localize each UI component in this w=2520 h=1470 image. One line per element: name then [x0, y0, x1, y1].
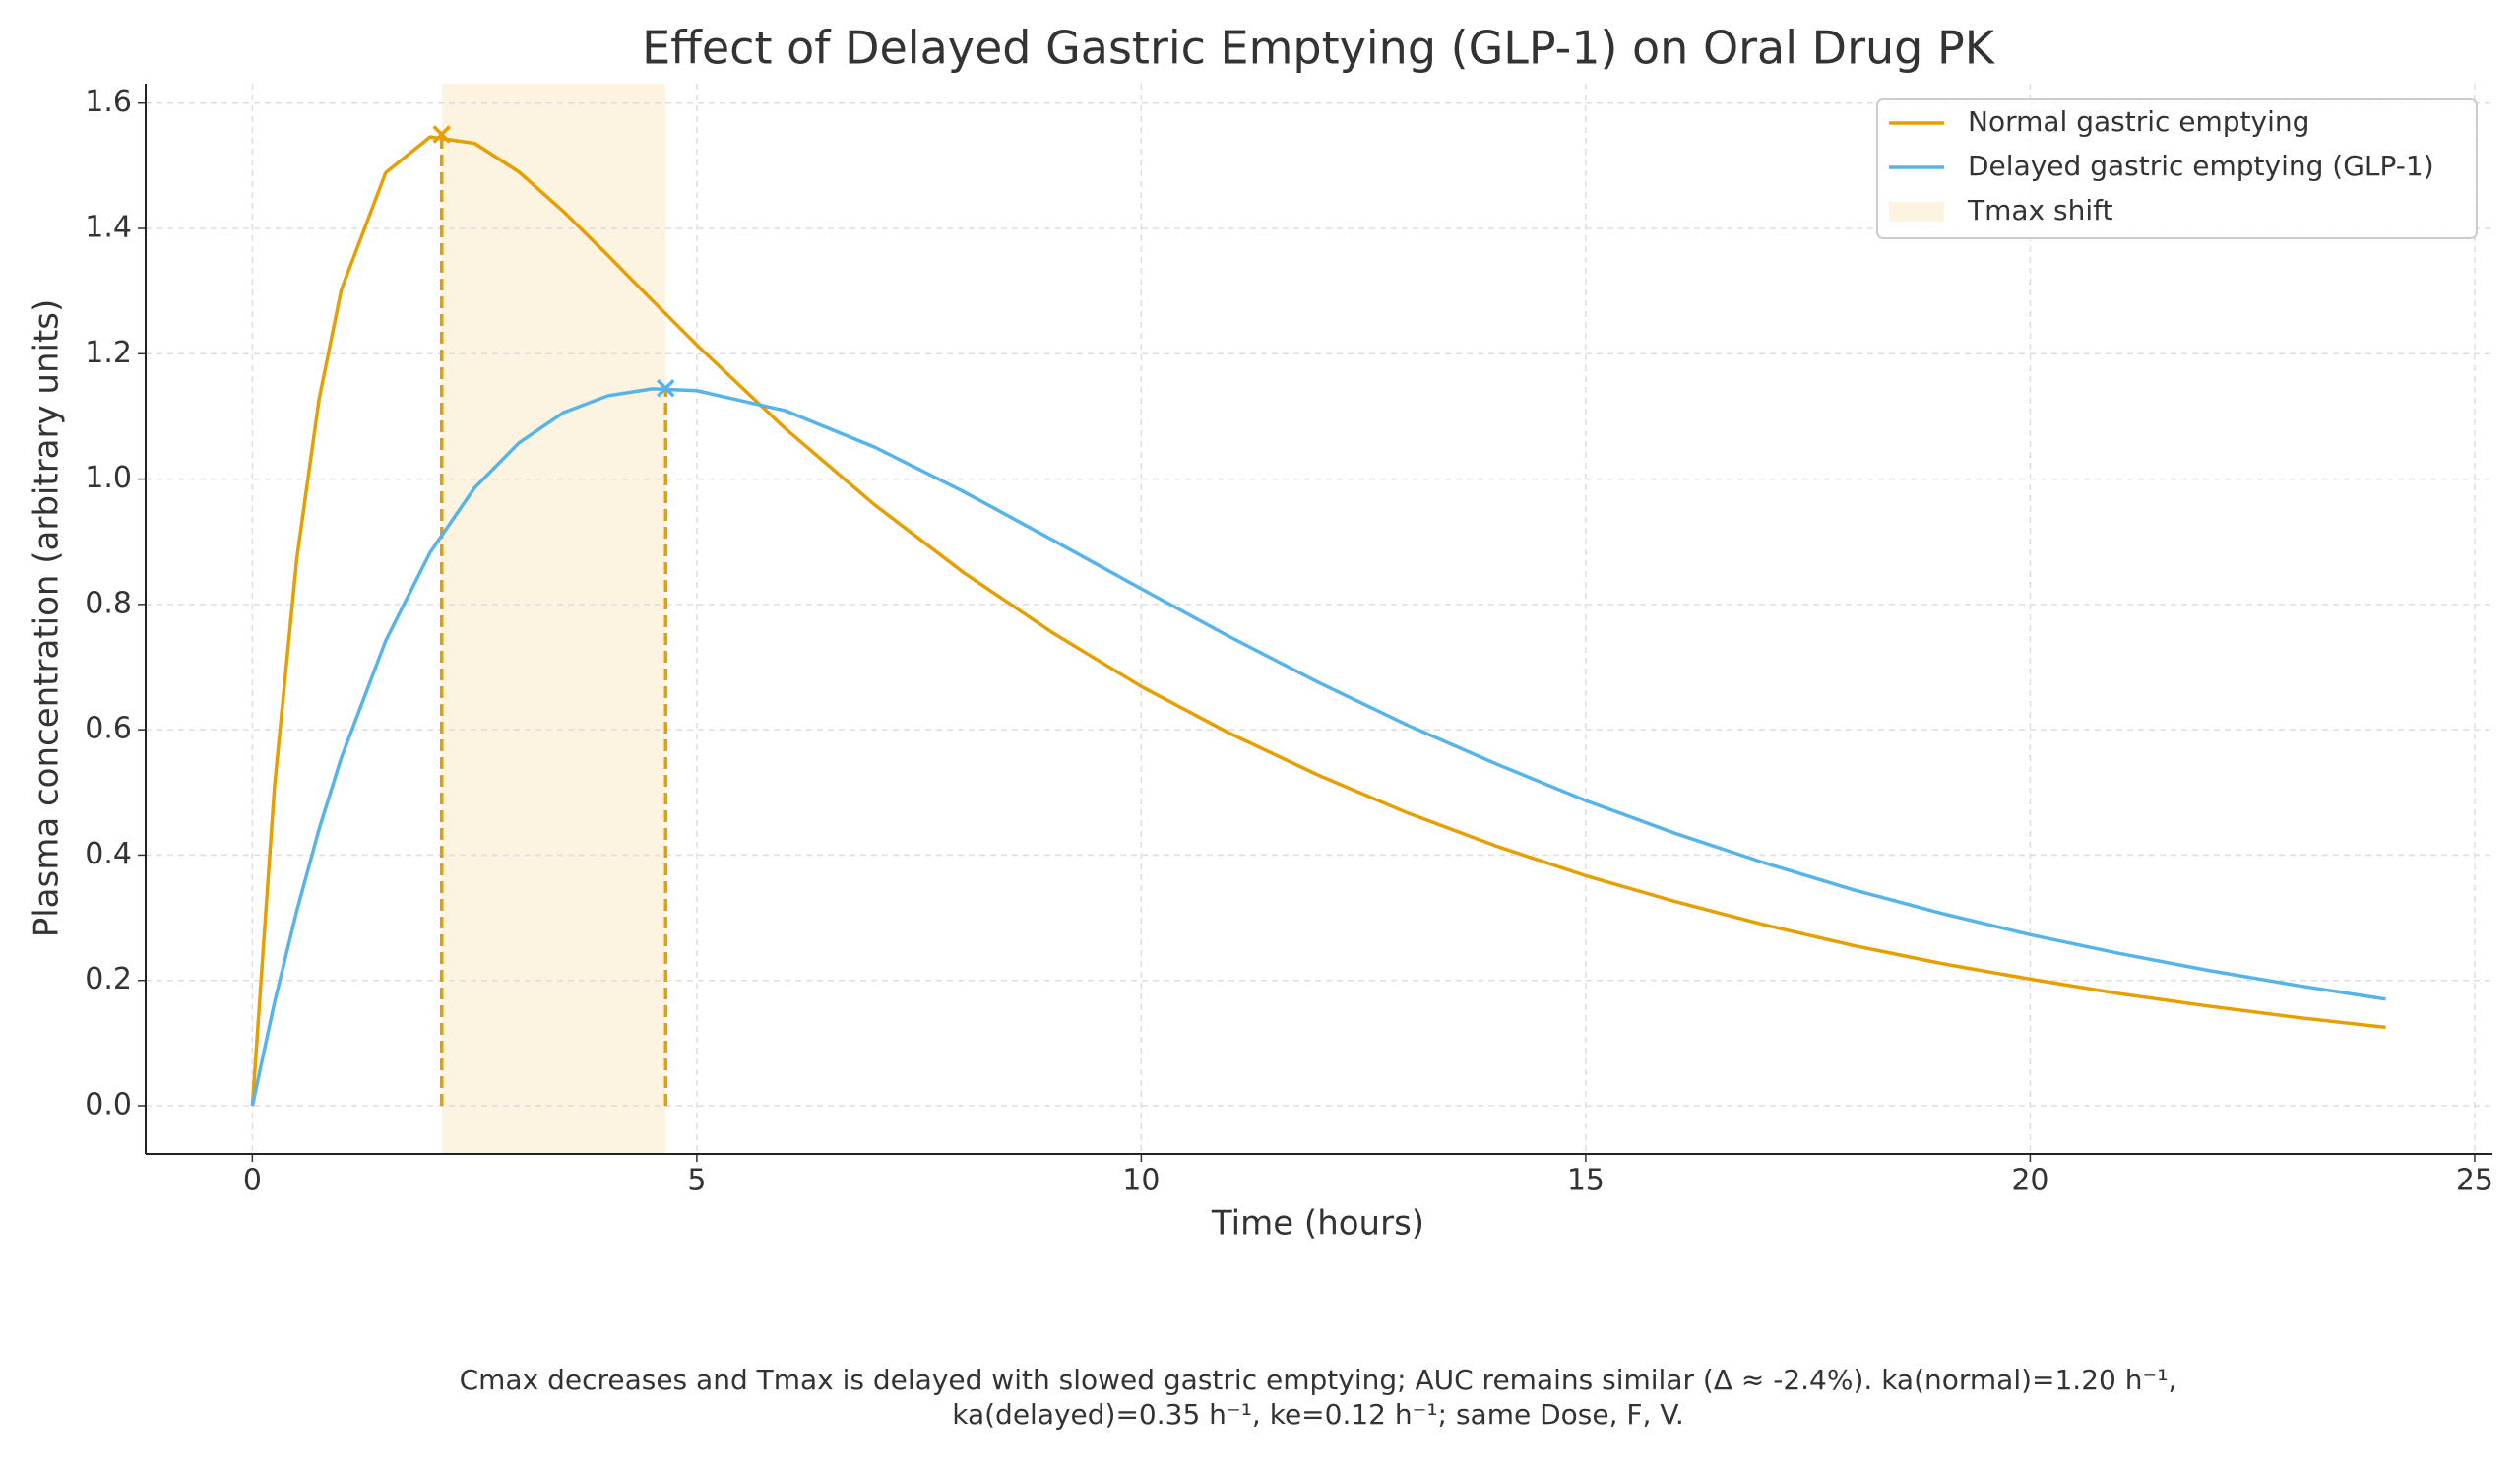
y-tick-label: 0.8 — [85, 586, 132, 620]
y-tick-label: 0.2 — [85, 962, 132, 996]
x-tick-label: 25 — [2456, 1164, 2493, 1198]
peak-marker — [657, 379, 675, 398]
x-tick-label: 15 — [1567, 1164, 1605, 1198]
legend-label: Tmax shift — [1967, 194, 2112, 226]
caption-line: ka(delayed)=0.35 h⁻¹, ke=0.12 h⁻¹; same … — [952, 1398, 1684, 1431]
y-tick-label: 0.6 — [85, 712, 132, 746]
legend-label: Normal gastric emptying — [1968, 105, 2309, 138]
x-tick-label: 20 — [2011, 1164, 2048, 1198]
y-tick-label: 0.0 — [85, 1087, 132, 1121]
legend-swatch — [1889, 202, 1944, 222]
caption-line: Cmax decreases and Tmax is delayed with … — [460, 1364, 2177, 1396]
peak-marker — [432, 125, 451, 144]
series-line — [250, 135, 2386, 1107]
y-tick-label: 1.4 — [85, 211, 132, 245]
legend-box — [1876, 98, 2478, 239]
tmax-shift-span — [441, 84, 666, 1154]
y-tick-label: 1.0 — [85, 461, 132, 495]
x-axis-label: Time (hours) — [1211, 1204, 1424, 1244]
y-tick-label: 1.2 — [85, 336, 132, 370]
chart-title: Effect of Delayed Gastric Emptying (GLP-… — [642, 22, 1996, 75]
x-tick-label: 5 — [687, 1164, 706, 1198]
y-tick-label: 1.6 — [85, 85, 132, 119]
x-tick-label: 10 — [1122, 1164, 1160, 1198]
legend-label: Delayed gastric emptying (GLP-1) — [1968, 150, 2434, 182]
y-tick-label: 0.4 — [85, 837, 132, 871]
series-line — [250, 387, 2386, 1107]
y-axis-label: Plasma concentration (arbitrary units) — [28, 299, 67, 938]
x-tick-label: 0 — [243, 1164, 262, 1198]
